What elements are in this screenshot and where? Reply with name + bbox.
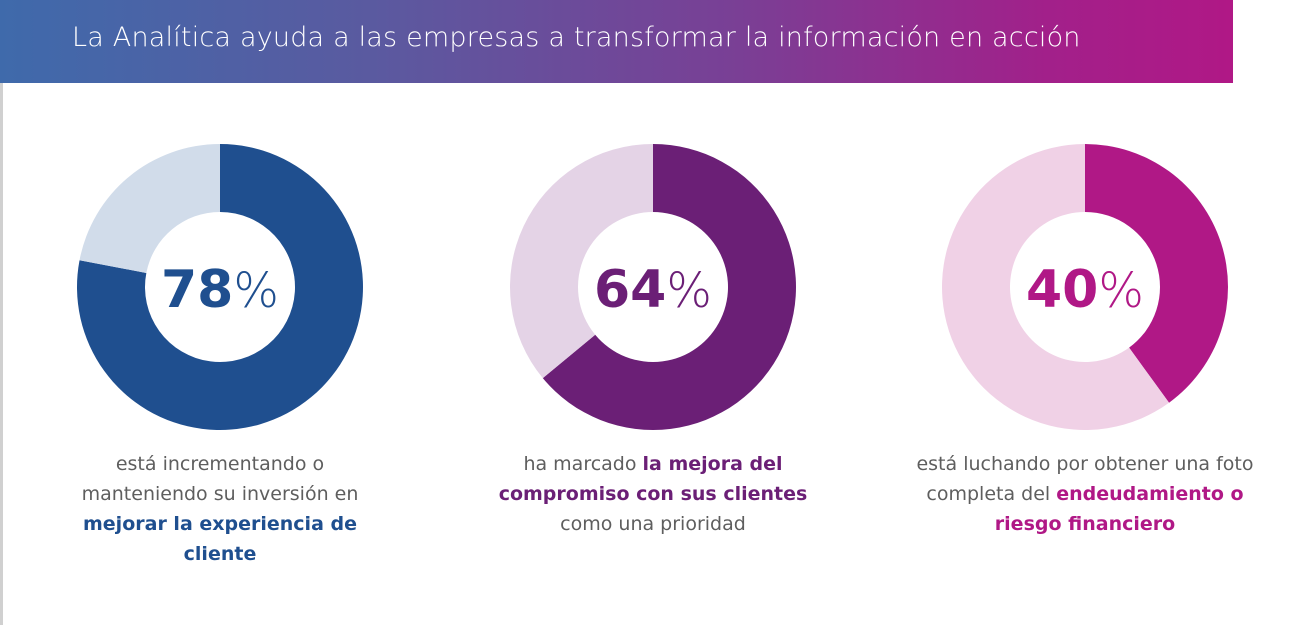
caption-highlight: la mejora del compromiso con sus cliente… — [498, 453, 808, 505]
caption-customer-experience: está incrementando o manteniendo su inve… — [50, 449, 390, 569]
donut-segment-remainder — [942, 144, 1170, 430]
donut-segment-value — [77, 144, 364, 430]
percent-value: 78 — [161, 260, 233, 320]
caption-text: está incrementando o manteniendo su inve… — [81, 453, 359, 505]
donut-chart-client-engagement: 64% — [509, 144, 796, 431]
caption-text-after: como una prioridad — [560, 513, 746, 535]
donut-segment-remainder — [509, 144, 653, 379]
page-title: La Analítica ayuda a las empresas a tran… — [72, 22, 1081, 53]
percent-sign: % — [233, 263, 279, 319]
donut-segment-remainder — [79, 144, 220, 273]
percent-value: 40 — [1026, 260, 1098, 320]
donut-percent-label: 64% — [594, 260, 712, 320]
caption-client-engagement: ha marcado la mejora del compromiso con … — [473, 449, 833, 539]
donut-percent-label: 40% — [1026, 260, 1144, 320]
caption-text: está luchando por obtener una foto compl… — [916, 453, 1254, 505]
caption-highlight: mejorar la experiencia de cliente — [83, 513, 357, 565]
donut-percent-label: 78% — [161, 260, 279, 320]
title-banner: La Analítica ayuda a las empresas a tran… — [0, 0, 1233, 83]
percent-sign: % — [1098, 263, 1144, 319]
donut-chart-financial-risk: 40% — [942, 144, 1228, 430]
donut-segment-value — [1085, 144, 1228, 403]
left-border — [0, 0, 3, 625]
caption-highlight: endeudamiento o riesgo financiero — [994, 483, 1244, 535]
percent-sign: % — [666, 263, 712, 319]
caption-text: ha marcado — [523, 453, 643, 475]
donut-segment-value — [542, 144, 796, 431]
donut-chart-customer-experience: 78% — [77, 144, 364, 430]
caption-financial-risk: está luchando por obtener una foto compl… — [915, 449, 1255, 539]
percent-value: 64 — [594, 260, 666, 320]
